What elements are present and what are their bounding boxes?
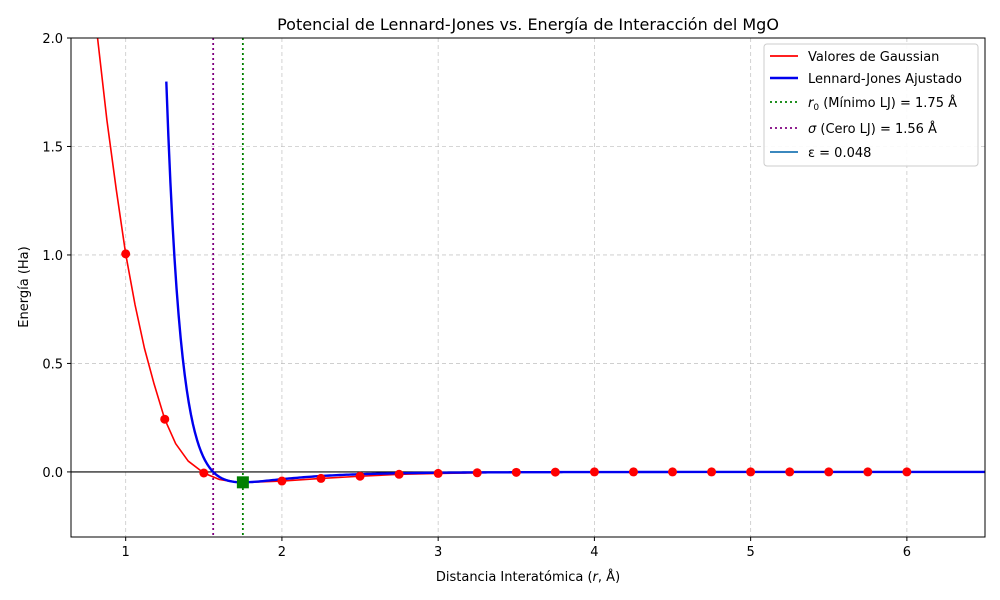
legend-label-epsilon: ε = 0.048 xyxy=(808,146,871,161)
x-axis-label: Distancia Interatómica (r, Å) xyxy=(436,569,620,585)
gaussian-data-point xyxy=(550,467,560,477)
legend-label-gaussian: Valores de Gaussian xyxy=(808,50,939,65)
gaussian-data-point xyxy=(785,467,795,477)
gaussian-data-point xyxy=(394,469,404,479)
legend-box xyxy=(763,43,979,167)
x-axis-ticks: 1 2 3 4 5 6 xyxy=(122,537,911,560)
legend: Valores de Gaussian Lennard-Jones Ajusta… xyxy=(763,43,979,167)
gaussian-data-point xyxy=(707,467,717,477)
lennard-jones-curve xyxy=(165,81,985,484)
legend-label-r0: r0 (Mínimo LJ) = 1.75 Å xyxy=(808,95,957,113)
gaussian-data-point xyxy=(472,468,482,478)
gaussian-data-point xyxy=(355,471,365,481)
y-tick-label: 2.0 xyxy=(42,32,63,47)
lj-minimum-marker xyxy=(236,476,249,489)
plot-frame xyxy=(70,37,986,538)
legend-label-sigma: σ (Cero LJ) = 1.56 Å xyxy=(808,121,937,137)
gaussian-data-point xyxy=(863,467,873,477)
gaussian-data-point xyxy=(628,467,638,477)
data-layer xyxy=(71,38,985,537)
y-tick-label: 1.0 xyxy=(42,249,63,264)
gaussian-data-point xyxy=(511,467,521,477)
gaussian-data-point xyxy=(902,467,912,477)
y-tick-label: 1.5 xyxy=(42,140,63,155)
y-tick-label: 0.5 xyxy=(42,357,63,372)
x-tick-label: 1 xyxy=(122,545,130,560)
gaussian-data-point xyxy=(121,249,131,259)
gaussian-data-point xyxy=(316,473,326,483)
gaussian-data-point xyxy=(199,468,209,478)
y-tick-label: 0.0 xyxy=(42,466,63,481)
y-axis-label: Energía (Ha) xyxy=(17,246,32,327)
y-axis-ticks: 0.0 0.5 1.0 1.5 2.0 xyxy=(42,32,71,481)
gaussian-data-point xyxy=(668,467,678,477)
gaussian-data-point xyxy=(160,414,170,424)
gaussian-data-point xyxy=(589,467,599,477)
gaussian-data-point xyxy=(746,467,756,477)
gaussian-data-point xyxy=(433,468,443,478)
x-tick-label: 2 xyxy=(278,545,286,560)
x-tick-label: 4 xyxy=(590,545,598,560)
x-tick-label: 3 xyxy=(434,545,442,560)
legend-label-lj: Lennard-Jones Ajustado xyxy=(808,72,962,87)
x-tick-label: 5 xyxy=(747,545,755,560)
chart-title: Potencial de Lennard-Jones vs. Energía d… xyxy=(277,15,779,34)
gaussian-data-point xyxy=(824,467,834,477)
gaussian-data-point xyxy=(277,476,287,486)
x-tick-label: 6 xyxy=(903,545,911,560)
